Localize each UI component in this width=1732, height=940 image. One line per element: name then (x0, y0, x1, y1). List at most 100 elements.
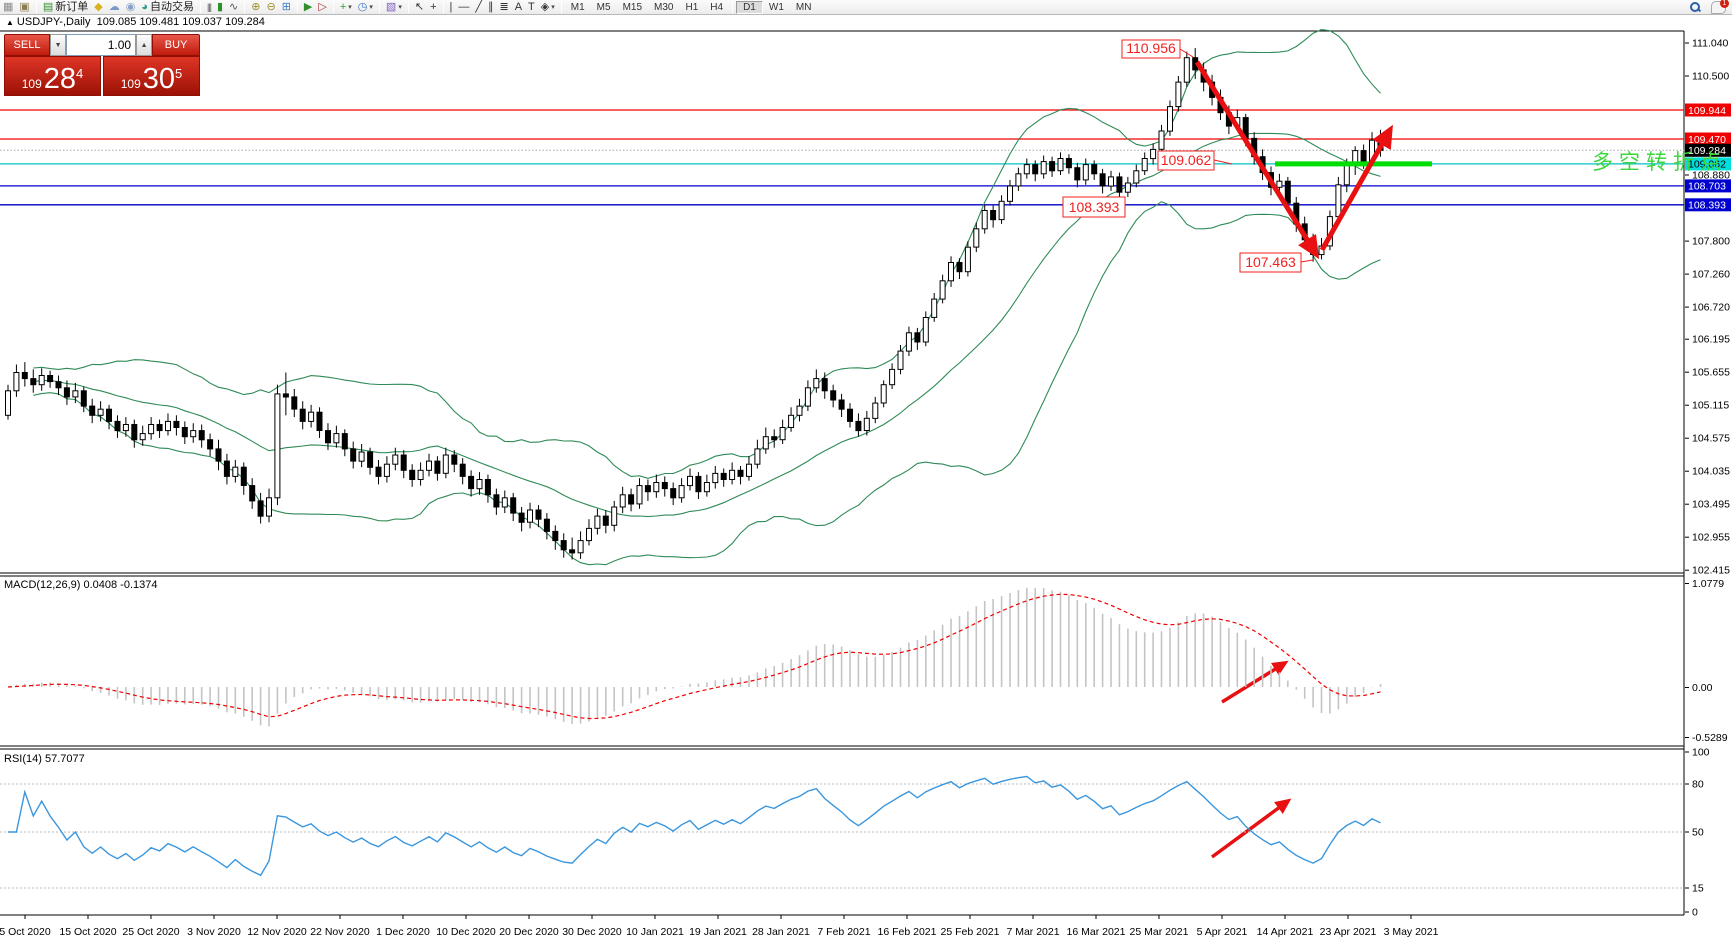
candle (80, 390, 87, 407)
shapes-button[interactable]: ◈ ▾ (538, 1, 558, 14)
new-order-button[interactable]: ▤ 新订单 (40, 1, 91, 14)
candle (30, 378, 37, 386)
timeframe-m30-button[interactable]: M30 (654, 1, 674, 13)
fibonacci-icon: ≣ (499, 0, 509, 13)
line-chart-button[interactable]: ∿ (226, 1, 241, 14)
candle (661, 482, 668, 490)
timeframe-m5-button[interactable]: M5 (596, 1, 611, 13)
bollinger-upper-band (33, 29, 1381, 479)
print-preview-button[interactable]: ▣ (16, 1, 32, 14)
chart-window-icon: ▦ (3, 0, 14, 13)
trend-arrow[interactable] (1210, 798, 1292, 859)
trend-arrow[interactable] (1194, 60, 1320, 260)
text-button[interactable]: A (512, 1, 525, 14)
time-tick-label: 19 Jan 2021 (689, 926, 747, 938)
toolbar-separator (35, 0, 37, 13)
toolbar-separator (378, 0, 380, 13)
toolbar-separator (442, 0, 444, 13)
fibonacci-button[interactable]: ≣ (496, 1, 511, 14)
indicators-button[interactable]: + ▾ (337, 1, 355, 14)
trendline-button[interactable]: ╱ (472, 1, 485, 14)
bollinger-middle-band (33, 132, 1381, 518)
candle (299, 408, 306, 422)
chevron-down-icon[interactable]: ▾ (369, 3, 373, 11)
candle (813, 378, 820, 389)
bar-chart-button[interactable]: ||| (204, 1, 214, 14)
price-badge-label: 109.284 (1688, 145, 1726, 157)
timeframe-mn-button[interactable]: MN (795, 1, 812, 13)
channel-button[interactable]: ∥ (485, 1, 497, 14)
chevron-down-icon[interactable]: ▾ (398, 3, 402, 11)
candle (1124, 182, 1131, 193)
candle (804, 387, 811, 407)
buy-price-button[interactable]: 109 30 5 (103, 56, 200, 96)
price-callout[interactable]: 109.062 (1157, 150, 1233, 171)
chevron-down-icon[interactable]: ▾ (348, 3, 352, 11)
auto-trading-label: 自动交易 (149, 0, 194, 13)
time-tick-label: 16 Mar 2021 (1067, 926, 1126, 938)
ohlc-close: 109.284 (225, 16, 265, 28)
horizontal-line-button[interactable]: — (455, 1, 472, 14)
zoom-in-button[interactable]: ⊕ (248, 1, 263, 14)
rsi-value: 57.7077 (44, 753, 85, 765)
price-callout[interactable]: 107.463 (1239, 252, 1314, 273)
label-icon: T (528, 0, 535, 13)
ohlc-high: 109.481 (139, 16, 180, 28)
chart-shift-button[interactable]: ▷ (315, 1, 329, 14)
callout-tail (1179, 48, 1194, 58)
price-tick-label: 104.035 (1692, 466, 1730, 478)
timeframe-w1-button[interactable]: W1 (768, 1, 784, 13)
notification-icon[interactable]: 1 (1711, 0, 1729, 14)
candle (1032, 164, 1039, 175)
candle (341, 433, 348, 450)
buy-price-prefix: 109 (120, 77, 141, 91)
chevron-down-icon[interactable]: ▾ (551, 3, 555, 11)
crosshair-button[interactable]: + (427, 1, 439, 14)
volume-input[interactable] (66, 34, 137, 56)
cursor-button[interactable]: ↖ (412, 1, 427, 14)
vertical-line-button[interactable]: | (447, 1, 456, 14)
sell-button[interactable]: SELL (4, 34, 51, 56)
rsi-line (8, 775, 1381, 877)
timeframe-m1-button[interactable]: M1 (570, 1, 585, 13)
candlestick-chart-button[interactable]: ▮ (214, 1, 226, 14)
price-axis[interactable]: 111.040 110.500 108.880 107.800 107.260 106.7… (1685, 38, 1731, 577)
vertical-line-icon: | (449, 0, 453, 13)
timeframe-h1-button[interactable]: H1 (685, 1, 699, 13)
navigator-button[interactable]: ☁ (106, 1, 123, 14)
candle (779, 427, 786, 441)
auto-trading-button[interactable]: ◕ 自动交易 (138, 1, 197, 14)
periods-button[interactable]: ◷ ▾ (355, 1, 376, 14)
trend-arrow[interactable] (1319, 124, 1393, 252)
auto-scroll-button[interactable]: ▶ (301, 1, 315, 14)
signal-button[interactable]: ◉ (123, 1, 139, 14)
price-callout[interactable]: 108.393 (1062, 196, 1126, 218)
price-callout[interactable]: 110.956 (1121, 39, 1194, 59)
timeframe-m15-button[interactable]: M15 (622, 1, 643, 13)
time-axis[interactable]: 5 Oct 2020 15 Oct 2020 25 Oct 2020 3 Nov 20… (0, 915, 1439, 938)
sell-price-button[interactable]: 109 28 4 (4, 56, 101, 96)
tile-windows-button[interactable]: ⊞ (279, 1, 294, 14)
label-button[interactable]: T (525, 1, 538, 14)
volume-decrease-button[interactable]: ▼ (50, 34, 67, 56)
candle (880, 384, 887, 404)
market-watch-button[interactable]: ◆ (91, 1, 105, 14)
candle (1007, 185, 1013, 202)
chart-window-button[interactable]: ▦ (0, 1, 16, 14)
candle (1116, 176, 1123, 193)
candle (964, 246, 971, 273)
candle (754, 448, 761, 465)
one-click-collapse-icon[interactable]: ▲ (6, 18, 14, 27)
zoom-out-button[interactable]: ⊖ (263, 1, 278, 14)
volume-increase-button[interactable]: ▲ (136, 34, 153, 56)
timeframe-h4-button[interactable]: H4 (710, 1, 724, 13)
price-tick-label: 102.415 (1692, 565, 1730, 577)
buy-button[interactable]: BUY (152, 34, 200, 56)
timeframe-d1-button[interactable]: D1 (736, 0, 763, 14)
templates-button[interactable]: ▧ ▾ (383, 1, 405, 14)
search-icon[interactable] (1689, 1, 1701, 13)
crosshair-icon: + (430, 0, 437, 13)
candle (1108, 176, 1114, 187)
annotation-text[interactable]: 多空转折点 (1592, 151, 1727, 174)
